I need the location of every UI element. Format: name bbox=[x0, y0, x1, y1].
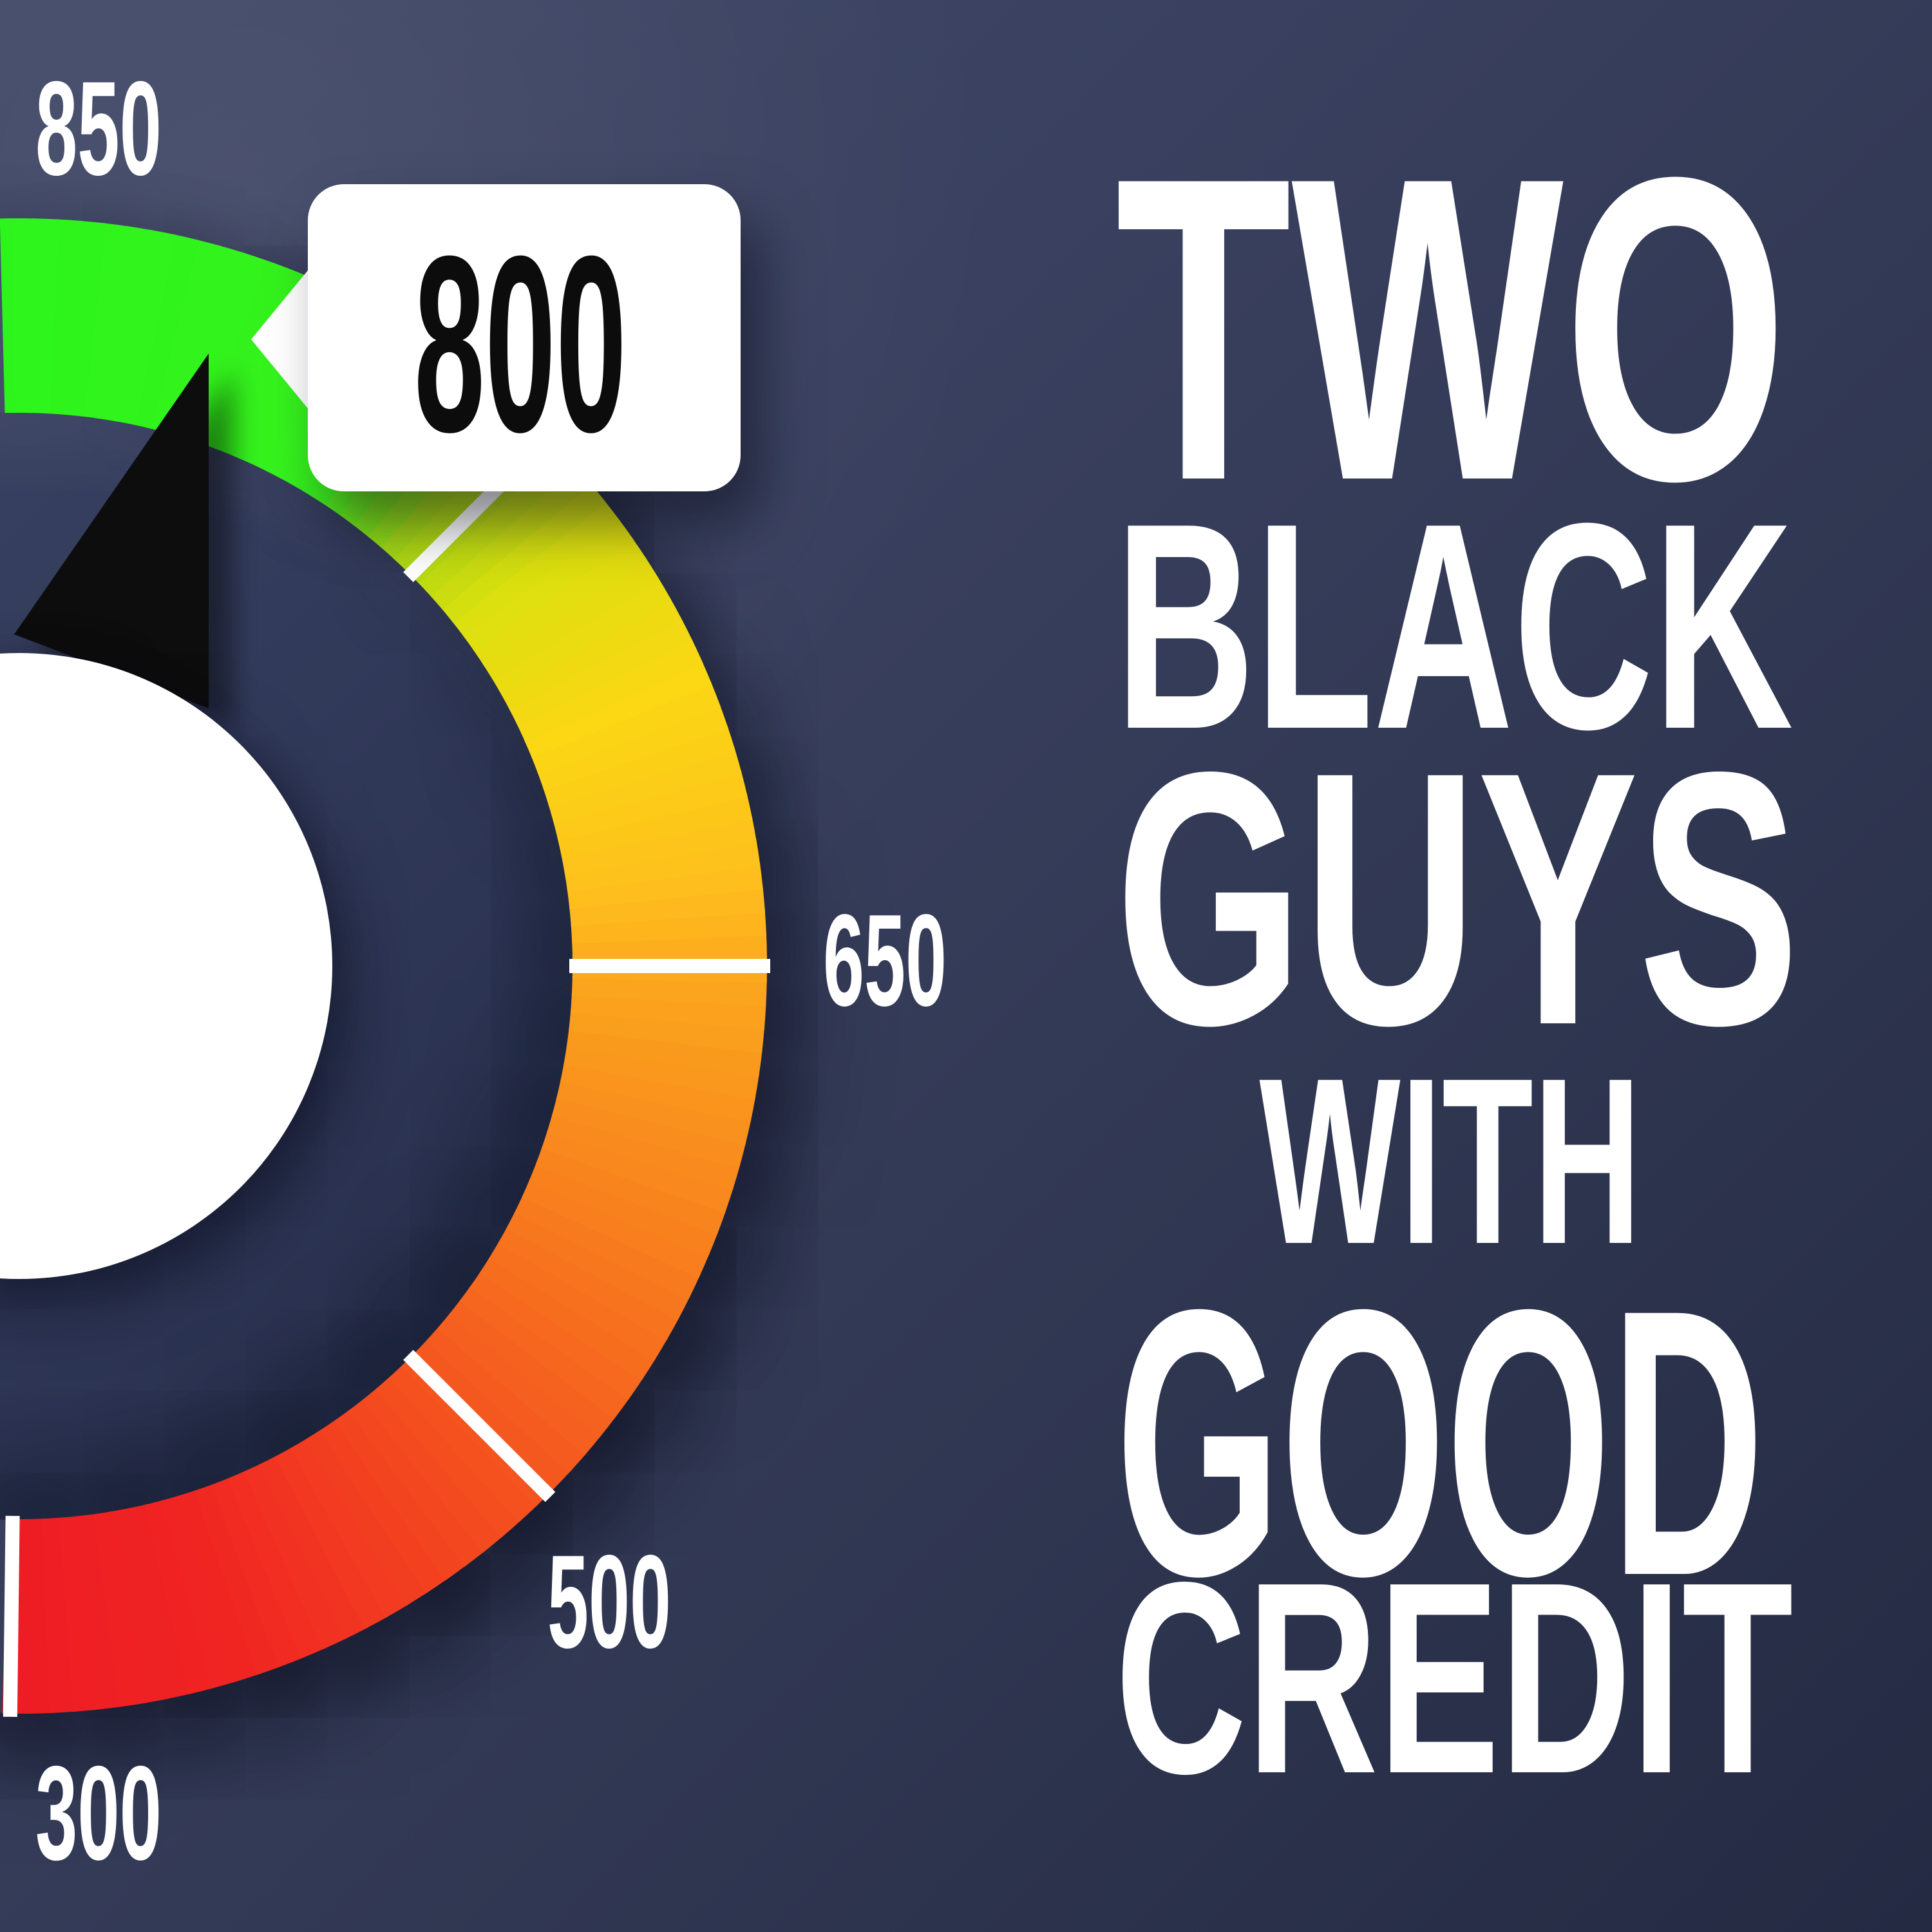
scale-label-300: 300 bbox=[35, 1739, 162, 1888]
podcast-title-line-5: GOOD bbox=[1116, 1231, 1765, 1654]
score-bubble bbox=[308, 184, 741, 491]
podcast-title-line-3: GUYS bbox=[1115, 697, 1799, 1100]
podcast-title-line-6: CREDIT bbox=[1115, 1525, 1794, 1830]
gauge-needle bbox=[14, 354, 209, 708]
podcast-title-line-1: TWO bbox=[1115, 88, 1788, 571]
podcast-title-line-2: BLACK bbox=[1115, 462, 1794, 790]
scale-label-650: 650 bbox=[823, 887, 947, 1034]
scale-label-850: 850 bbox=[35, 54, 162, 204]
scale-label-500: 500 bbox=[547, 1528, 671, 1676]
podcast-title-line-4: WITH bbox=[1260, 1028, 1642, 1293]
gauge-tick bbox=[403, 1350, 556, 1502]
gauge-tick bbox=[3, 1515, 20, 1718]
score-bubble-value: 800 bbox=[414, 204, 627, 484]
